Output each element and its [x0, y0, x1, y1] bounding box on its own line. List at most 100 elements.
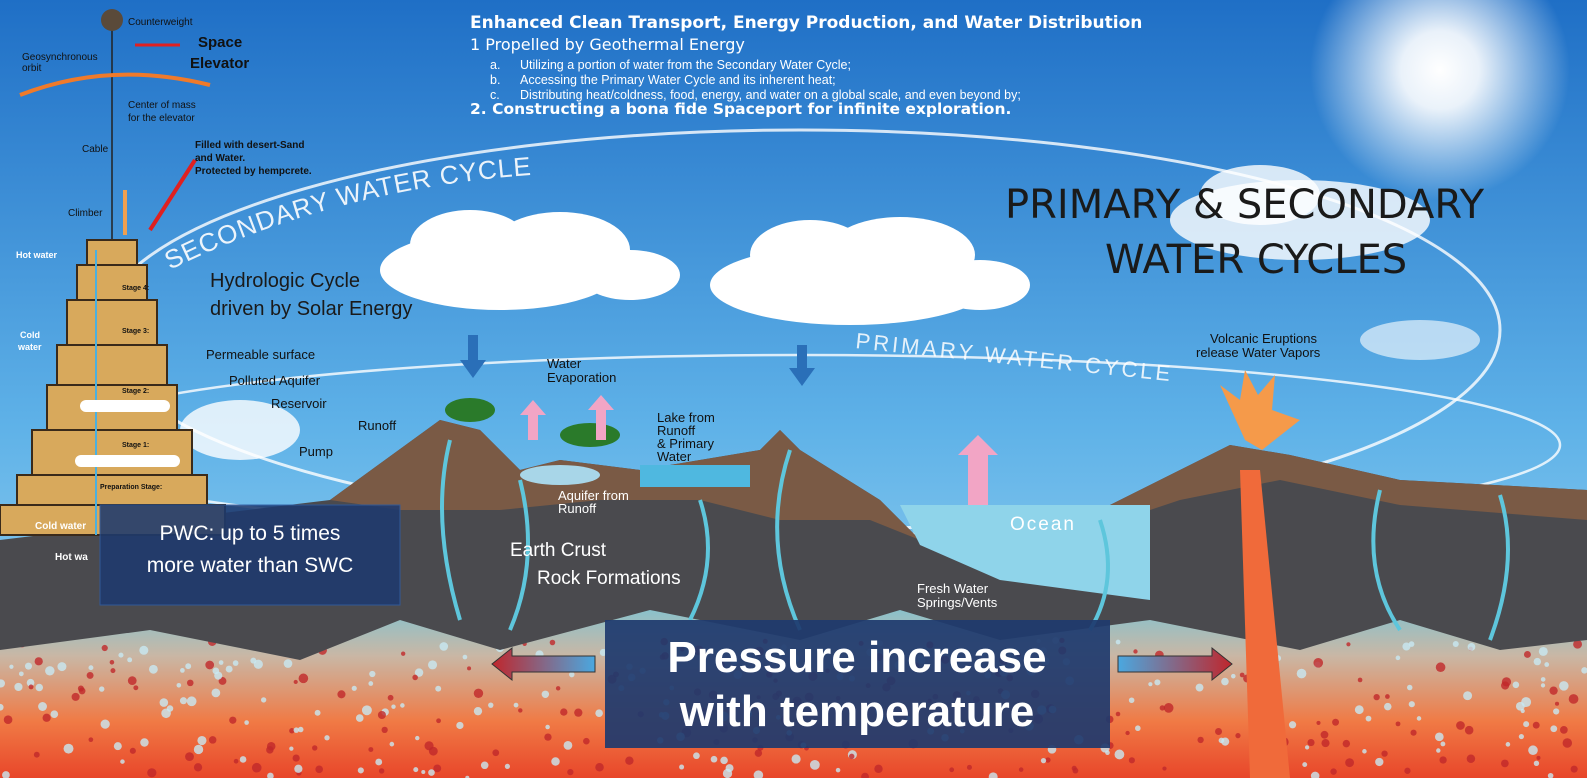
- heat-dot: [513, 702, 519, 708]
- heat-dot: [293, 727, 300, 733]
- heat-dot: [428, 769, 435, 776]
- heat-dot: [1383, 702, 1392, 711]
- hydrologic-label: driven by Solar Energy: [210, 298, 412, 320]
- heat-dot: [1332, 718, 1340, 726]
- heat-dot: [18, 671, 24, 677]
- heat-dot: [368, 747, 374, 753]
- heat-dot: [0, 703, 4, 711]
- heat-dot: [467, 666, 472, 671]
- heat-dot: [233, 758, 239, 764]
- heat-dot: [473, 706, 483, 716]
- heat-dot: [1570, 765, 1578, 773]
- heat-dot: [1381, 750, 1388, 757]
- earth-crust: [330, 420, 920, 540]
- heat-dot: [518, 708, 523, 713]
- heat-dot: [791, 754, 801, 764]
- stage-label: Preparation Stage:: [100, 484, 162, 491]
- heat-dot: [1533, 657, 1542, 666]
- heat-dot: [369, 670, 376, 678]
- pwc-text: more water than SWC: [147, 554, 354, 577]
- heat-dot: [337, 690, 346, 699]
- label: release Water Vapors: [1196, 345, 1321, 360]
- heat-dot: [99, 686, 105, 692]
- label: Lake from: [657, 410, 715, 425]
- heat-dot: [351, 685, 357, 691]
- label: Water: [547, 356, 582, 371]
- heat-dot: [1505, 742, 1511, 747]
- heat-dot: [1288, 721, 1297, 729]
- label: Polluted Aquifer: [229, 373, 321, 388]
- scene-labels: Permeable surface Polluted Aquifer Reser…: [206, 331, 1321, 610]
- heat-dot: [355, 714, 364, 722]
- heat-dot: [1540, 677, 1546, 682]
- heat-dot: [1128, 697, 1135, 704]
- heat-dot: [239, 756, 247, 763]
- label: Filled with desert-Sand: [195, 140, 304, 151]
- label: Reservoir: [271, 396, 327, 411]
- heat-dot: [214, 671, 223, 680]
- heat-dot: [595, 709, 603, 717]
- evaporation-arrows: [520, 395, 998, 505]
- heat-dot: [809, 759, 820, 770]
- heat-dot: [1581, 667, 1587, 674]
- heat-dot: [197, 735, 207, 746]
- heat-dot: [129, 747, 136, 754]
- heat-dot: [148, 664, 158, 674]
- heat-dot: [1302, 762, 1308, 768]
- heat-dot: [433, 764, 442, 773]
- heat-dot: [315, 765, 323, 774]
- heat-dot: [289, 746, 294, 751]
- heat-dot: [1562, 738, 1573, 748]
- heat-dot: [1408, 641, 1415, 647]
- heat-dot: [1304, 745, 1310, 750]
- heat-dot: [435, 685, 442, 692]
- magma-channel: [1240, 470, 1290, 778]
- heat-dot: [439, 642, 449, 651]
- item-text: Distributing heat/coldness, food, energy…: [520, 88, 1021, 102]
- heat-dot: [381, 726, 388, 734]
- main-title: PRIMARY & SECONDARY: [1005, 182, 1485, 228]
- label: Runoff: [358, 418, 396, 433]
- heat-dot: [1215, 728, 1223, 736]
- heat-dot: [1040, 757, 1047, 764]
- heat-dot: [293, 679, 298, 685]
- heat-dot: [1540, 683, 1546, 688]
- heat-dot: [1452, 640, 1459, 648]
- heat-dot: [387, 694, 394, 701]
- heat-dot: [1515, 701, 1525, 711]
- heat-dot: [725, 764, 734, 773]
- label: Hot wa: [55, 552, 88, 563]
- heat-dot: [208, 736, 217, 744]
- volcano-crust: [1000, 445, 1587, 560]
- heat-dot: [1466, 754, 1476, 763]
- heat-dot: [176, 682, 182, 688]
- heat-dot: [118, 652, 124, 658]
- heat-dot: [180, 668, 185, 673]
- heat-dot: [465, 775, 470, 778]
- heat-dot: [1307, 738, 1315, 747]
- heat-dot: [1501, 681, 1510, 690]
- heat-dot: [436, 718, 441, 724]
- heat-dot: [193, 744, 204, 755]
- heat-dot: [1313, 658, 1324, 668]
- heat-dot: [1523, 651, 1531, 658]
- heat-dot: [1072, 767, 1079, 774]
- heat-dot: [1045, 757, 1051, 763]
- heat-dot: [1162, 766, 1167, 771]
- heat-dot: [1408, 701, 1415, 708]
- heat-dot: [244, 720, 249, 725]
- label: Earth Crust: [510, 540, 607, 561]
- heat-dot: [625, 756, 634, 765]
- label: Permeable surface: [206, 347, 315, 362]
- heat-dot: [462, 654, 468, 660]
- heat-dot: [1554, 701, 1560, 706]
- heat-dot: [1114, 749, 1125, 760]
- sun: [1310, 0, 1570, 200]
- heat-dot: [389, 741, 395, 747]
- heat-dot: [710, 755, 718, 763]
- heat-dot: [266, 742, 276, 751]
- heat-dot: [35, 683, 44, 692]
- heat-dot: [415, 735, 420, 741]
- heat-dot: [480, 761, 489, 770]
